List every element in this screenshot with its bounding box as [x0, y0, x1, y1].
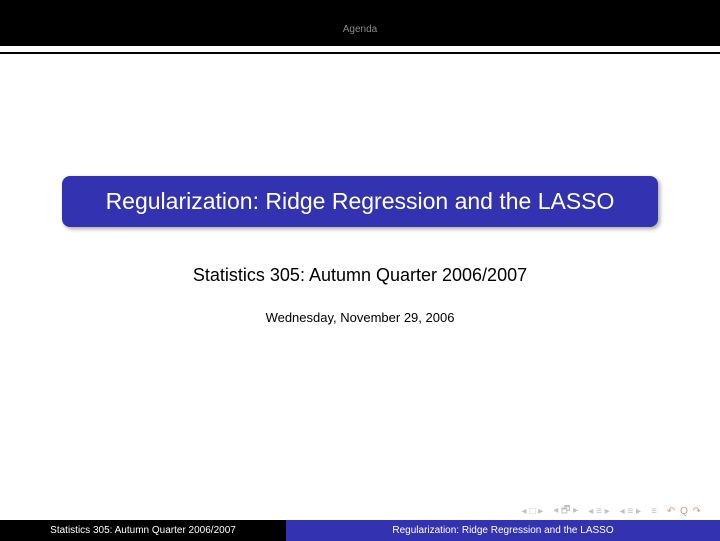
- header-section-label[interactable]: Agenda: [343, 24, 377, 35]
- slide-content: Regularization: Ridge Regression and the…: [0, 176, 720, 325]
- slide-title-box: Regularization: Ridge Regression and the…: [62, 176, 658, 227]
- nav-next2-icon[interactable]: ◂ ≡ ▸: [620, 506, 641, 517]
- nav-menu-icon[interactable]: ≡: [651, 506, 657, 517]
- footer-left: Statistics 305: Autumn Quarter 2006/2007: [0, 520, 286, 541]
- footer-left-text: Statistics 305: Autumn Quarter 2006/2007: [50, 525, 236, 536]
- header-band: Agenda: [0, 0, 720, 46]
- footer: Statistics 305: Autumn Quarter 2006/2007…: [0, 520, 720, 541]
- nav-redo-icon[interactable]: ↶ Q ↷: [667, 506, 702, 517]
- nav-prev-icon[interactable]: ◂ 🗗 ▸: [553, 503, 578, 520]
- footer-right: Regularization: Ridge Regression and the…: [286, 520, 720, 541]
- slide-date: Wednesday, November 29, 2006: [0, 310, 720, 325]
- slide-title: Regularization: Ridge Regression and the…: [106, 188, 615, 214]
- nav-next-icon[interactable]: ◂ ≡ ▸: [588, 506, 609, 517]
- nav-first-icon[interactable]: ◂ □ ▸: [522, 506, 544, 517]
- header-divider: [0, 52, 720, 54]
- slide-subtitle: Statistics 305: Autumn Quarter 2006/2007: [0, 265, 720, 286]
- beamer-nav-bar: ◂ □ ▸ ◂ 🗗 ▸ ◂ ≡ ▸ ◂ ≡ ▸ ≡ ↶ Q ↷: [522, 503, 702, 520]
- footer-right-text: Regularization: Ridge Regression and the…: [392, 525, 613, 536]
